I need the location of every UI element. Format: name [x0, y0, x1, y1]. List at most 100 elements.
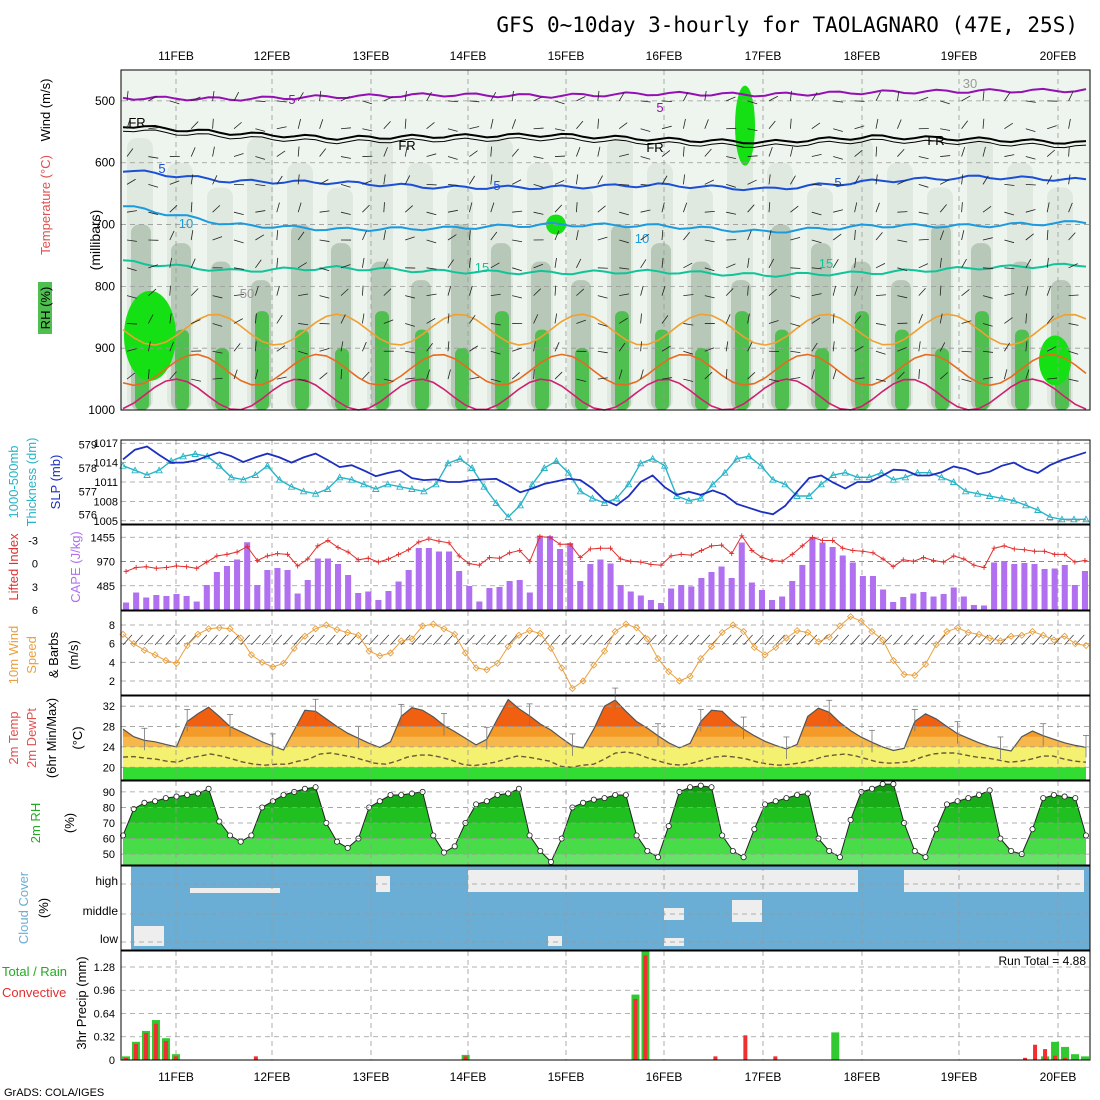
cape-bar: [476, 601, 483, 610]
cape-bar: [900, 597, 907, 610]
pressure-tick: 500: [95, 94, 115, 108]
cape-bar: [234, 559, 241, 610]
wind-barb: [619, 267, 630, 270]
precip-convective-label: Convective: [2, 985, 66, 1000]
wind-barb: [704, 295, 715, 299]
lifted-index-marker: [1052, 551, 1058, 557]
wind-barb: [297, 92, 304, 102]
wind-speed-marker: [140, 646, 149, 654]
wind-barb: [554, 204, 563, 213]
thickness-marker: [997, 494, 1006, 502]
wind-barb: [426, 267, 437, 270]
chart-title: GFS 0~10day 3-hourly for TAOLAGNARO (47E…: [496, 13, 1078, 37]
wind-speed-marker: [258, 658, 266, 666]
lifted-index-marker: [678, 551, 684, 557]
wind-barb: [126, 295, 137, 299]
wind-barb: [297, 231, 305, 241]
wind-barb: [212, 118, 214, 129]
wind-barb: [383, 258, 389, 268]
wind-barb: [340, 183, 351, 188]
cloud-clear-high: [468, 870, 858, 892]
wind-barb: [661, 285, 666, 296]
thickness-marker: [432, 480, 440, 488]
date-label-bottom: 17FEB: [745, 1070, 782, 1084]
wind-barb: [154, 634, 165, 646]
wind-barb: [640, 156, 651, 160]
wind-barb: [255, 234, 265, 241]
wind-barb: [833, 156, 843, 160]
wind-barb: [148, 314, 154, 324]
cloud-units-label: (%): [36, 898, 51, 918]
isotherm-line: [122, 259, 1087, 278]
wind-barb: [903, 634, 914, 646]
wind-barb: [554, 342, 560, 352]
wind-barb: [940, 155, 951, 157]
wind-barb: [618, 342, 626, 352]
lifted-index-marker: [133, 565, 139, 570]
rh-marker: [473, 801, 480, 808]
wind-barb: [747, 371, 756, 380]
wind-barb: [597, 118, 599, 129]
wind-speed-marker: [247, 651, 256, 659]
thickness-marker: [540, 464, 549, 471]
wind-speed-marker: [440, 625, 448, 633]
wind-barb: [796, 634, 807, 646]
wind-barb: [191, 319, 201, 324]
cape-bar: [940, 594, 947, 610]
contour-label: FR: [128, 115, 145, 130]
wind-barb: [768, 95, 779, 102]
cape-bar: [960, 596, 967, 610]
wind-barb: [319, 119, 324, 129]
wind-barb: [165, 634, 176, 646]
wind-barb: [191, 96, 201, 102]
cape-bar: [334, 564, 342, 610]
rh-legend-swatch: [38, 282, 52, 334]
thickness-marker: [769, 475, 777, 483]
slp-tick: 1005: [94, 516, 118, 528]
wind-barb: [940, 100, 950, 105]
wind-barb: [404, 90, 407, 101]
wind-barb: [426, 239, 437, 244]
wind-barb: [490, 262, 500, 269]
wind-barb: [1068, 294, 1079, 297]
wind-barb: [1004, 317, 1013, 324]
thickness-marker: [131, 466, 139, 474]
wind-speed-marker: [301, 632, 309, 640]
wind-barb: [897, 211, 908, 213]
date-label-top: 16FEB: [646, 49, 683, 63]
wind-barb: [319, 148, 327, 157]
date-label-top: 13FEB: [353, 49, 390, 63]
wind-speed-marker: [632, 624, 641, 632]
wind-barb: [126, 348, 137, 352]
rh-saturated-blob: [124, 290, 176, 381]
wind-speed-marker: [376, 652, 384, 660]
rh-marker: [869, 785, 876, 792]
slp-tick: 1011: [94, 477, 118, 489]
wind-barb: [897, 90, 900, 101]
wind-speed-marker: [686, 672, 694, 680]
wind-barb: [533, 96, 543, 102]
cape-tick: 970: [97, 557, 115, 569]
isotherm-line: [122, 87, 1087, 102]
wind-speed-marker: [804, 628, 812, 637]
lifted-index-marker: [799, 543, 805, 549]
thickness-marker: [408, 485, 416, 492]
wind-barb: [529, 634, 539, 646]
cape-bar: [274, 568, 281, 610]
lifted-index-marker: [365, 555, 371, 561]
wind-barb: [790, 237, 801, 241]
wind-speed-marker: [707, 642, 716, 651]
wind-barb: [490, 146, 493, 157]
wind-barb: [233, 267, 244, 270]
contour-label: 50: [240, 286, 254, 301]
rh-marker: [387, 792, 394, 799]
wind-barb: [647, 634, 657, 646]
cape-bar: [869, 576, 877, 610]
wind-speed-marker: [226, 625, 234, 633]
thickness-marker: [384, 480, 392, 488]
lifted-index-marker: [850, 548, 856, 553]
thickness-marker: [396, 482, 404, 490]
cape-bar: [920, 592, 927, 610]
lifted-index-marker: [931, 558, 937, 564]
precip-convective-bar: [1023, 1057, 1028, 1060]
